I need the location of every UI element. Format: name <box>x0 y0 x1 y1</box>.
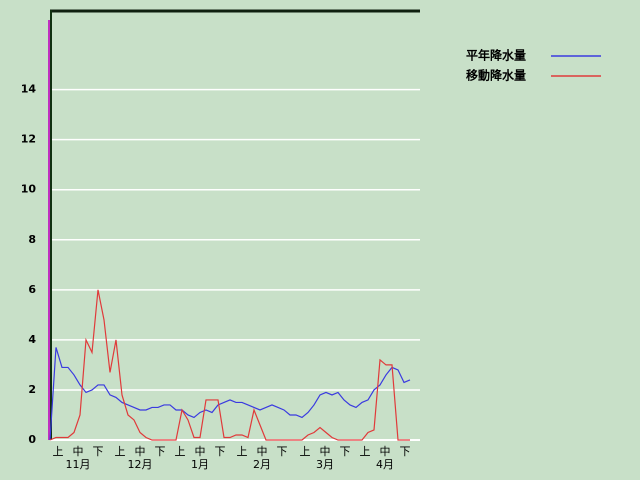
x-tick-label: 中 <box>195 445 206 458</box>
x-tick-label: 下 <box>277 445 288 458</box>
series-line <box>49 347 411 441</box>
x-tick-label: 中 <box>257 445 268 458</box>
x-tick-label: 下 <box>400 445 411 458</box>
x-tick-label: 上 <box>237 445 248 458</box>
y-tick-label: 10 <box>21 183 37 196</box>
x-tick-label: 上 <box>175 445 186 458</box>
y-tick-label: 8 <box>28 233 36 246</box>
month-label: 4月 <box>376 458 394 471</box>
legend-label: 移動降水量 <box>466 68 526 83</box>
x-tick-label: 上 <box>53 445 64 458</box>
x-tick-label: 上 <box>115 445 126 458</box>
y-tick-label: 6 <box>28 283 36 296</box>
series-line <box>49 289 410 441</box>
x-tick-label: 中 <box>135 445 146 458</box>
y-tick-label: 14 <box>21 83 37 96</box>
x-tick-label: 下 <box>155 445 166 458</box>
y-tick-label: 4 <box>28 333 36 346</box>
month-label: 11月 <box>66 458 91 471</box>
x-tick-label: 中 <box>320 445 331 458</box>
month-label: 1月 <box>191 458 209 471</box>
y-tick-label: 2 <box>28 383 36 396</box>
x-tick-label: 上 <box>300 445 311 458</box>
month-label: 3月 <box>316 458 334 471</box>
month-label: 12月 <box>128 458 153 471</box>
month-label: 2月 <box>253 458 271 471</box>
legend-label: 平年降水量 <box>466 48 526 63</box>
x-tick-label: 中 <box>73 445 84 458</box>
x-tick-label: 下 <box>215 445 226 458</box>
x-tick-label: 中 <box>380 445 391 458</box>
x-tick-label: 下 <box>340 445 351 458</box>
y-tick-label: 12 <box>21 133 36 146</box>
x-tick-label: 下 <box>93 445 104 458</box>
y-tick-label: 0 <box>28 433 36 446</box>
x-tick-label: 上 <box>360 445 371 458</box>
